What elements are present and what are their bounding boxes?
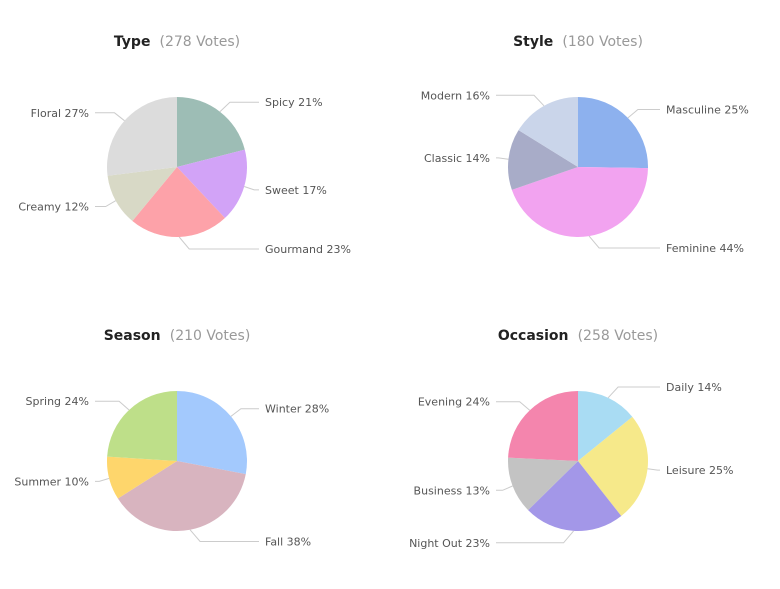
slice-label-spicy: Spicy 21% [265,96,323,109]
leader-line-masculine [627,109,660,119]
leader-line-leisure [647,468,660,471]
chart-title: Occasion (258 Votes) [498,325,658,344]
slice-label-feminine: Feminine 44% [666,242,744,255]
leader-line-modern [496,94,545,107]
slice-label-business: Business 13% [414,484,490,497]
leader-line-feminine [588,235,660,249]
pie-slice-masculine[interactable] [578,97,648,169]
pie-labels: Daily 14% Leisure 25% Night Out 23% Busines… [409,381,733,550]
slice-label-daily: Daily 14% [666,381,722,394]
leader-line-business [496,485,513,491]
leader-line-sweet [244,186,259,191]
pie-labels: Masculine 25% Feminine 44% Classic 14% Mode… [421,89,749,255]
chart-title-main: Season [104,328,161,344]
pie-slices [107,391,248,531]
slice-label-sweet: Sweet 17% [265,184,327,197]
chart-votes-count: (258 Votes) [578,328,659,344]
pie-labels: Spicy 21% Sweet 17% Gourmand 23% Creamy 12%… [18,96,351,256]
pie-slice-summer[interactable] [107,456,177,499]
chart-title: Style (180 Votes) [513,31,643,50]
leader-line-summer [95,477,110,482]
slice-label-summer: Summer 10% [14,475,89,488]
chart-type: Type (278 Votes) Spicy 21% Sweet 17% Gourm… [18,31,351,256]
slice-label-winter: Winter 28% [265,403,329,416]
slice-label-floral: Floral 27% [31,107,89,120]
pie-labels: Winter 28% Fall 38% Summer 10% Spring 24% [14,395,329,548]
pie-slice-feminine[interactable] [511,167,648,237]
pie-slice-creamy[interactable] [107,167,177,221]
chart-votes-count: (180 Votes) [562,34,643,50]
leader-line-night-out [496,530,574,544]
pie-slice-gourmand[interactable] [132,167,225,238]
chart-title-main: Occasion [498,328,569,344]
leader-line-winter [230,408,259,417]
pie-slice-fall[interactable] [117,461,246,531]
chart-occasion: Occasion (258 Votes) Daily 14% Leisure 25… [409,325,733,550]
pie-slice-sweet[interactable] [177,149,248,219]
leader-line-creamy [95,200,116,207]
chart-style: Style (180 Votes) Masculine 25% Feminine … [421,31,749,255]
leader-line-daily [607,386,660,399]
chart-title-main: Style [513,34,553,50]
slice-label-modern: Modern 16% [421,89,490,102]
chart-title: Season (210 Votes) [104,325,251,344]
pie-slice-leisure[interactable] [578,416,648,517]
leader-line-evening [496,401,531,411]
pie-slice-business[interactable] [508,457,578,511]
chart-votes-count: (210 Votes) [170,328,251,344]
slice-label-gourmand: Gourmand 23% [265,243,351,256]
chart-title-main: Type [114,34,151,50]
pie-slice-spicy[interactable] [177,97,245,167]
pie-slices [508,391,648,531]
pie-slice-winter[interactable] [177,391,248,475]
slice-label-classic: Classic 14% [424,152,490,165]
pie-slice-classic[interactable] [508,130,578,190]
leader-line-classic [496,157,509,160]
slice-label-evening: Evening 24% [418,396,490,409]
slice-label-masculine: Masculine 25% [666,104,749,117]
leader-line-floral [95,112,125,122]
slice-label-creamy: Creamy 12% [18,201,89,214]
slice-label-spring: Spring 24% [26,395,89,408]
leader-line-spicy [219,101,259,113]
pie-slices [508,97,648,237]
pie-slice-evening[interactable] [508,391,578,461]
pie-slice-spring[interactable] [107,391,177,461]
pie-slice-night-out[interactable] [528,461,622,531]
pie-slice-daily[interactable] [578,391,633,461]
leader-line-spring [95,400,130,411]
chart-title: Type (278 Votes) [114,31,240,50]
chart-season: Season (210 Votes) Winter 28% Fall 38% Sum… [14,325,329,549]
leader-line-gourmand [178,236,259,250]
slice-label-leisure: Leisure 25% [666,464,733,477]
slice-label-night-out: Night Out 23% [409,537,490,550]
leader-line-fall [189,529,259,542]
pie-slice-floral[interactable] [106,97,177,176]
pie-slice-modern[interactable] [518,97,578,167]
pie-slices [106,97,248,238]
slice-label-fall: Fall 38% [265,536,311,549]
chart-votes-count: (278 Votes) [160,34,241,50]
